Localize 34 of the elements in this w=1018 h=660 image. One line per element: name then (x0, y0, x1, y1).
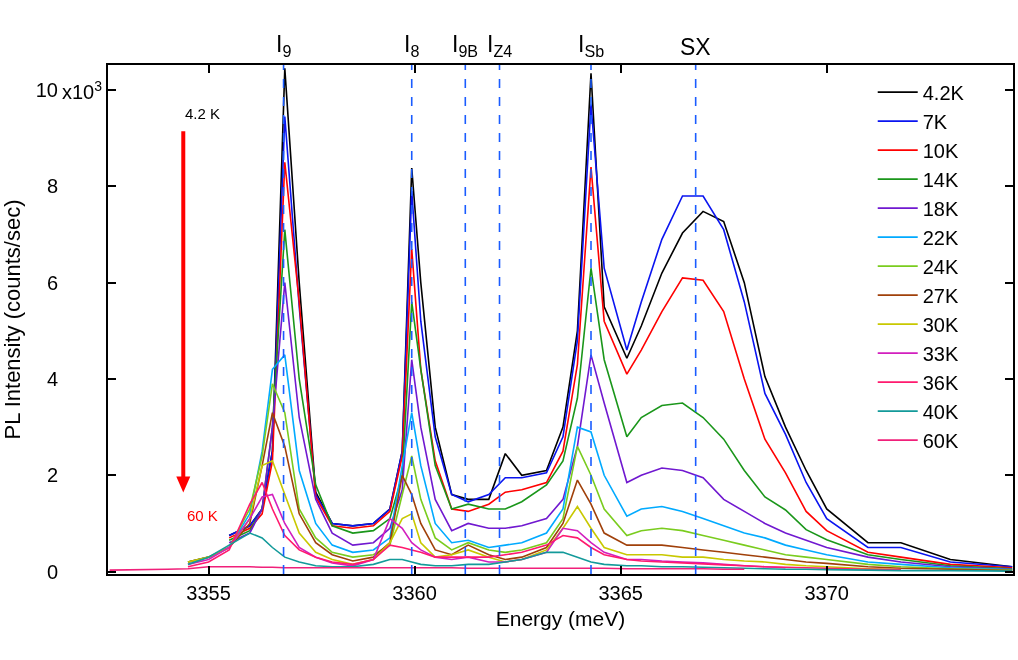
legend-label: 60K (922, 429, 959, 452)
ref-line-label: I$_{Z4}$ (487, 31, 513, 60)
legend-label: 7K (922, 110, 948, 133)
y-tick-label: 10 (35, 79, 58, 102)
y-tick-label: 8 (46, 175, 58, 198)
legend-label: 30K (922, 313, 959, 336)
text: x10$^{3}$ (62, 78, 103, 104)
y-tick-label: 4 (46, 367, 58, 390)
legend-label: 40K (922, 400, 959, 423)
legend-label: 10K (922, 139, 959, 162)
x-tick-label: 3370 (804, 582, 849, 604)
ref-line-label: I$_{Sb}$ (578, 31, 605, 60)
ref-line-label: SX (680, 34, 711, 60)
legend-label: 18K (922, 197, 959, 220)
y-axis-title: PL Intensity (counts/sec) (0, 199, 25, 440)
annotation: 60 K (187, 507, 218, 524)
ref-line-label: I$_{9}$ (276, 31, 292, 60)
ref-line-label: I$_{8}$ (404, 31, 420, 60)
y-tick-label: 2 (46, 464, 58, 487)
y-tick-label: 6 (46, 271, 58, 294)
legend-label: 22K (922, 226, 959, 249)
x-tick-label: 3365 (598, 582, 643, 604)
y-tick-label: 0 (46, 560, 58, 583)
legend-label: 33K (922, 342, 959, 365)
legend-label: 14K (922, 168, 959, 191)
legend-label: 4.2K (922, 81, 965, 104)
legend-label: 24K (922, 255, 959, 278)
x-tick-label: 3355 (186, 582, 231, 604)
legend-label: 36K (922, 371, 959, 394)
annotation: 4.2 K (185, 105, 221, 122)
legend-label: 27K (922, 284, 959, 307)
ref-line-label: I$_{9B}$ (452, 31, 479, 60)
x-tick-label: 3360 (392, 582, 437, 604)
x-axis-title: Energy (meV) (495, 606, 626, 630)
